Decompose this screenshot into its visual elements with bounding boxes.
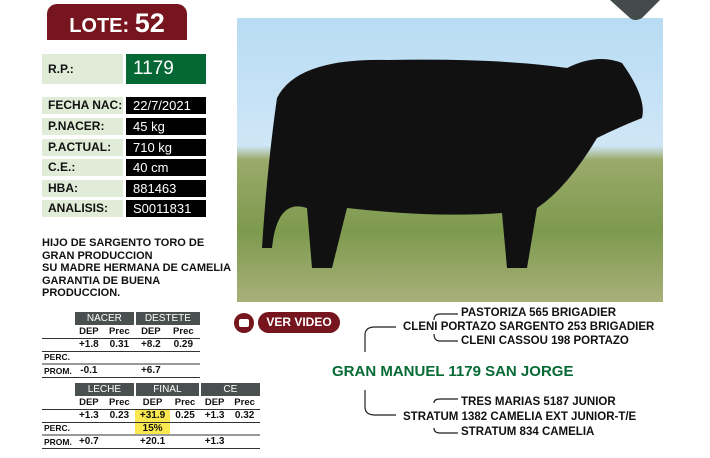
birth-date-label: FECHA NAC: [42,97,123,114]
lot-badge: LOTE: 52 [47,4,187,40]
cell [229,422,260,436]
col-group-nacer: NACER [72,312,135,325]
col-header: Prec [103,396,135,410]
hba-label: HBA: [42,180,123,197]
description-line: GRAN PRODUCCION [42,249,153,262]
description-line: GARANTIA DE BUENA [42,274,161,287]
col-header: DEP [73,325,104,339]
cell [229,435,260,449]
lot-label: LOTE: [69,15,130,37]
cell-highlighted: 15% [134,422,171,436]
cell [134,351,167,365]
col-header: Prec [166,325,200,339]
rp-value: 1179 [126,54,206,84]
pedigree-sire: CLENI PORTAZO SARGENTO 253 BRIGADIER [403,321,655,333]
epd-table-1: NACER DESTETE DEP Prec DEP Prec +1.8 0.31 +8.2… [42,312,200,378]
watch-video-button[interactable]: VER VIDEO [258,312,340,333]
cell [170,435,200,449]
pedigree-dam-sire: TRES MARIAS 5187 JUNIOR [461,396,616,408]
cell-highlighted: +31.9 [134,409,171,423]
lot-number: 52 [134,8,165,38]
col-header: DEP [134,396,171,410]
col-header: Prec [103,325,135,339]
cell: -0.1 [73,364,104,378]
cell: 0.29 [166,338,200,352]
hba-value: 881463 [126,180,206,197]
col-header: DEP [73,396,104,410]
cell: +1.8 [73,338,104,352]
analysis-label: ANALISIS: [42,200,123,217]
cell [103,435,135,449]
bull-photo [237,18,663,302]
cell: 0.32 [229,409,260,423]
cell [103,364,135,378]
corner-decoration [610,0,660,20]
col-header: DEP [199,396,230,410]
col-group-leche: LECHE [72,383,135,396]
cell: +20.1 [134,435,171,449]
row-label: PROM. [42,364,74,378]
col-header: Prec [170,396,200,410]
description-line: HIJO DE SARGENTO TORO DE [42,237,205,249]
youtube-icon[interactable] [234,313,254,333]
cell: 0.25 [170,409,200,423]
col-group-destete: DESTETE [133,312,200,325]
description-line: SU MADRE HERMANA DE CAMELIA [42,262,232,274]
current-weight-value: 710 kg [126,139,206,156]
row-label: PERC. [42,351,74,365]
cell [170,422,200,436]
pedigree-sire-sire: PASTORIZA 565 BRIGADIER [461,307,617,319]
cell [166,364,200,378]
row-label: PROM. [42,435,74,449]
col-header: DEP [134,325,167,339]
col-header: Prec [229,396,260,410]
col-group-ce: CE [198,383,260,396]
current-weight-label: P.ACTUAL: [42,139,123,156]
cell: +1.3 [199,435,230,449]
ce-value: 40 cm [126,159,206,176]
cell: +1.3 [73,409,104,423]
cell: +6.7 [134,364,167,378]
pedigree-dam: STRATUM 1382 CAMELIA EXT JUNIOR-T/E [403,411,637,423]
cell [103,351,135,365]
cell [199,422,230,436]
cell [73,422,104,436]
rp-label: R.P.: [42,54,123,84]
cell: 0.31 [103,338,135,352]
birth-weight-label: P.NACER: [42,118,123,135]
pedigree-dam-dam: STRATUM 834 CAMELIA [461,426,595,438]
animal-name: GRAN MANUEL 1179 SAN JORGE [332,363,574,380]
birth-weight-value: 45 kg [126,118,206,135]
pedigree-sire-dam: CLENI CASSOU 198 PORTAZO [461,335,629,347]
row-label: PERC. [42,422,74,436]
ce-label: C.E.: [42,159,123,176]
col-group-final: FINAL [133,383,200,396]
cell: +8.2 [134,338,167,352]
epd-table-2: LECHE FINAL CE DEP Prec DEP Prec DEP Prec +1.3 0… [42,383,260,449]
cell: 0.23 [103,409,135,423]
cell [103,422,135,436]
cell [73,351,104,365]
cell [166,351,200,365]
cell: +1.3 [199,409,230,423]
analysis-value: S0011831 [126,200,206,217]
description: HIJO DE SARGENTO TORO DE GRAN PRODUCCION… [42,237,242,300]
description-line: PRODUCCION. [42,287,121,299]
cell: +0.7 [73,435,104,449]
bull-silhouette [262,59,643,268]
birth-date-value: 22/7/2021 [126,97,206,114]
